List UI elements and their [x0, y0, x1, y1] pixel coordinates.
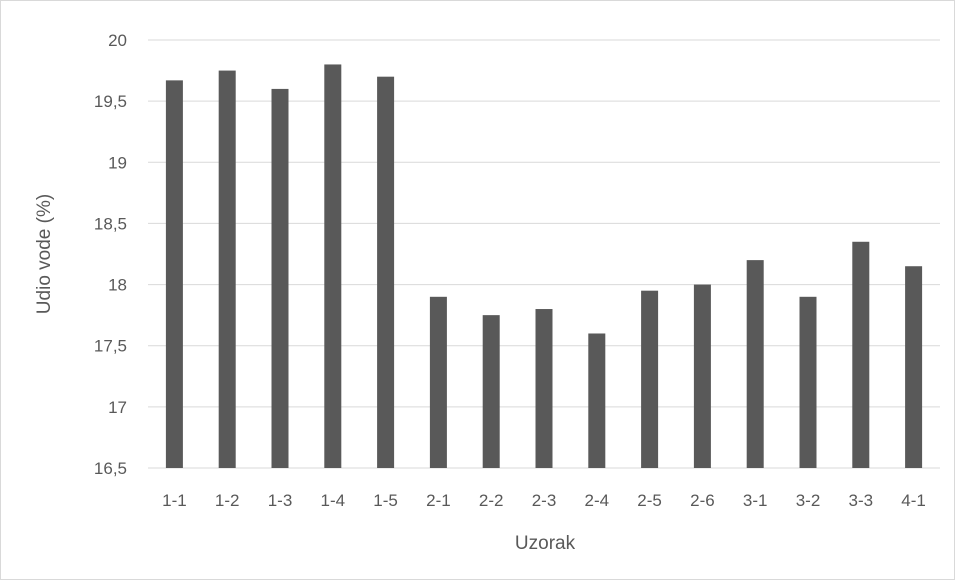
y-axis-ticks: 16,5 17 17,5 18 18,5 19 19,5 20: [94, 31, 127, 478]
x-tick-label: 1-1: [162, 491, 187, 510]
bar-3-3: [852, 241, 870, 468]
bar-2-5: [641, 290, 659, 468]
x-tick-label: 2-3: [532, 491, 557, 510]
bar-2-4: [588, 333, 606, 468]
bar-1-5: [377, 76, 395, 468]
x-tick-label: 3-3: [849, 491, 874, 510]
x-tick-label: 1-3: [268, 491, 293, 510]
bar-1-4: [324, 64, 342, 468]
y-axis-title: Udio vode (%): [34, 194, 55, 314]
bar-2-2: [482, 315, 500, 468]
bar-2-6: [693, 284, 711, 468]
y-tick-label: 18: [108, 276, 127, 295]
bar-3-2: [799, 296, 817, 468]
x-tick-label: 2-5: [637, 491, 662, 510]
bars: [165, 64, 923, 469]
y-tick-label: 19: [108, 153, 127, 172]
x-tick-label: 1-5: [373, 491, 398, 510]
x-tick-label: 3-2: [796, 491, 821, 510]
bar-3-1: [746, 260, 764, 468]
x-tick-label: 4-1: [901, 491, 926, 510]
y-tick-label: 18,5: [94, 214, 127, 233]
x-tick-label: 1-4: [321, 491, 346, 510]
x-tick-label: 2-4: [585, 491, 610, 510]
x-tick-label: 2-2: [479, 491, 504, 510]
bar-1-3: [271, 88, 289, 469]
bar-2-1: [429, 296, 447, 468]
x-tick-label: 2-1: [426, 491, 451, 510]
y-tick-label: 20: [108, 31, 127, 50]
y-tick-label: 16,5: [94, 459, 127, 478]
x-tick-label: 3-1: [743, 491, 768, 510]
bar-1-1: [165, 80, 183, 469]
x-axis-ticks: 1-1 1-2 1-3 1-4 1-5 2-1 2-2 2-3 2-4 2-5 2-6 3-1 3-2 3…: [162, 491, 926, 510]
y-tick-label: 19,5: [94, 92, 127, 111]
y-tick-label: 17: [108, 398, 127, 417]
x-tick-label: 1-2: [215, 491, 240, 510]
y-tick-label: 17,5: [94, 337, 127, 356]
bar-1-2: [218, 70, 236, 469]
bar-2-3: [535, 309, 553, 468]
x-axis-title: Uzorak: [515, 533, 576, 554]
bar-4-1: [905, 266, 923, 468]
x-tick-label: 2-6: [690, 491, 715, 510]
